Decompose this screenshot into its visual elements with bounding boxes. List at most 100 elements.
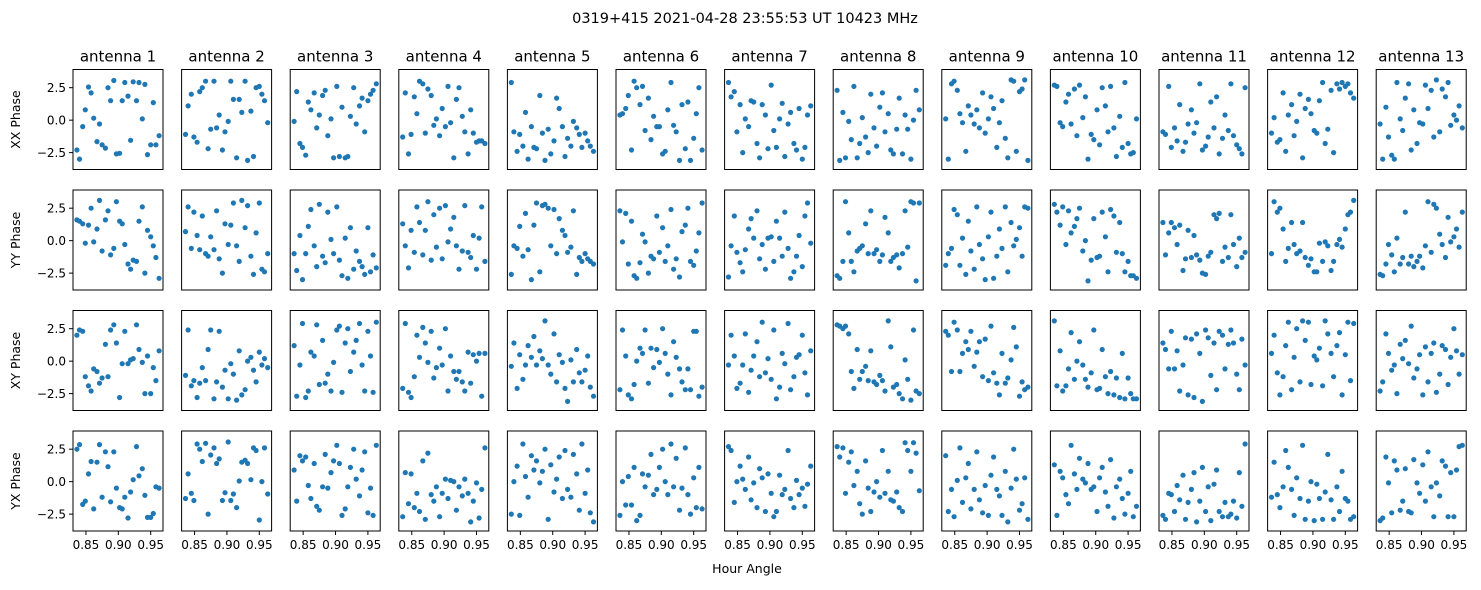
data-point (297, 140, 303, 147)
data-point (242, 78, 248, 84)
data-point (582, 130, 588, 136)
data-point (1211, 340, 1217, 346)
data-point (1391, 362, 1397, 368)
data-point (468, 519, 474, 525)
panel-xy-antenna-10 (1049, 310, 1141, 411)
data-point (576, 131, 582, 137)
data-point (1191, 232, 1197, 239)
x-tick-label: 0.90 (214, 538, 241, 552)
data-point (197, 446, 203, 452)
data-point (1347, 378, 1354, 384)
data-point (1065, 501, 1072, 507)
data-point (1214, 467, 1220, 473)
data-point (96, 197, 103, 203)
x-tick-label: 0.90 (974, 538, 1001, 552)
data-point (762, 370, 769, 376)
data-point (1308, 256, 1314, 262)
data-point (954, 327, 960, 333)
data-point (1294, 118, 1300, 124)
data-point (1094, 107, 1100, 113)
data-point (111, 322, 117, 328)
data-point (291, 467, 297, 473)
data-point (1214, 216, 1220, 222)
data-point (291, 343, 297, 349)
data-point (1230, 133, 1237, 139)
data-point (665, 107, 671, 113)
data-point (1111, 392, 1117, 398)
x-tick-label: 0.90 (539, 538, 566, 552)
data-point (362, 129, 368, 135)
data-point (554, 379, 560, 385)
data-point (1411, 264, 1417, 270)
data-point (945, 508, 951, 515)
data-point (1320, 516, 1326, 522)
data-point (691, 475, 697, 481)
data-point (1394, 467, 1400, 473)
data-point (1316, 240, 1322, 246)
data-point (297, 453, 303, 459)
data-point (408, 394, 414, 401)
data-point (1199, 398, 1205, 404)
data-point (182, 131, 189, 137)
data-point (334, 327, 340, 333)
data-point (848, 137, 854, 143)
data-point (679, 102, 685, 108)
data-point (1008, 357, 1014, 363)
data-point (623, 105, 629, 112)
axes-frame (289, 69, 381, 170)
data-point (316, 201, 322, 207)
data-point (634, 358, 640, 364)
data-point (994, 486, 1000, 492)
data-point (796, 105, 802, 112)
data-point (785, 447, 791, 454)
data-point (737, 380, 743, 386)
data-point (1351, 197, 1357, 203)
data-point (1122, 511, 1128, 517)
data-point (356, 103, 363, 109)
axes-frame (289, 189, 381, 291)
data-point (863, 363, 869, 369)
data-point (208, 327, 214, 333)
data-point (482, 140, 488, 147)
data-point (840, 258, 846, 264)
panel-title: antenna 5 (514, 48, 590, 66)
data-point (1345, 81, 1351, 87)
data-point (619, 479, 626, 485)
data-point (511, 129, 517, 135)
data-point (122, 79, 128, 86)
data-point (848, 258, 854, 264)
data-point (531, 333, 537, 340)
data-point (291, 251, 297, 257)
data-point (737, 102, 743, 108)
data-point (1180, 148, 1186, 154)
data-point (1291, 241, 1297, 248)
data-point (1351, 514, 1357, 520)
data-point (1203, 508, 1209, 515)
data-point (737, 260, 743, 266)
data-point (245, 157, 251, 163)
data-point (687, 258, 694, 264)
axes-frame (615, 189, 707, 291)
data-point (437, 133, 443, 139)
data-point (996, 120, 1003, 126)
data-point (771, 514, 777, 520)
data-point (1285, 319, 1291, 325)
data-point (356, 258, 363, 264)
data-point (1162, 346, 1169, 353)
data-point (156, 133, 162, 139)
data-point (1102, 374, 1108, 380)
x-tick-label: 0.85 (1267, 538, 1294, 552)
data-point (1347, 209, 1354, 215)
data-point (728, 243, 734, 249)
data-point (994, 380, 1000, 386)
x-tick-label: 0.90 (105, 538, 132, 552)
data-point (1342, 352, 1348, 358)
data-point (250, 367, 257, 373)
axes-frame (941, 69, 1033, 170)
data-point (1325, 126, 1331, 132)
data-point (913, 450, 919, 456)
data-point (1113, 153, 1119, 160)
data-point (1277, 137, 1283, 143)
data-point (91, 506, 97, 512)
data-point (1316, 98, 1322, 104)
